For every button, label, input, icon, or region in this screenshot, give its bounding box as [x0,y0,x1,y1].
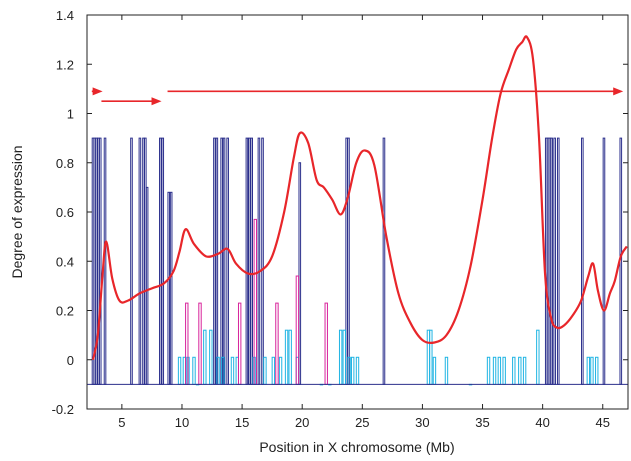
magenta-bar [237,302,242,385]
cyan-bar [512,356,516,385]
cyan-bar [288,329,292,385]
cyan-bar [338,329,343,385]
arrow-head [613,87,624,96]
arrow-head [151,97,162,106]
navy-bar [245,137,249,385]
x-tick-label: 40 [535,415,549,430]
curve-layer [91,35,628,360]
navy-bar [248,137,251,385]
arrow-head [92,87,103,96]
navy-bar [226,137,229,385]
cyan-bar [522,356,527,385]
navy-bar [169,191,173,385]
x-tick-label: 45 [596,415,610,430]
cyan-bar [278,356,283,385]
y-tick-label: 1 [67,107,74,122]
magenta-bar [275,302,279,385]
y-tick-label: 0.2 [56,304,74,319]
x-tick-label: 20 [295,415,309,430]
y-tick-label: -0.2 [52,402,74,417]
cyan-bar [502,356,506,385]
y-axis-title: Degree of expression [9,145,25,278]
cyan-bar [429,329,433,385]
y-tick-label: 0.4 [56,254,74,269]
navy-bar [213,137,216,385]
navy-bar [556,137,560,385]
y-tick-label: 0 [67,353,74,368]
cyan-bar [342,329,346,385]
cyan-bar [586,356,591,385]
cyan-bar [284,329,289,385]
y-tick-label: 1.2 [56,57,74,72]
cyan-bar [497,356,502,385]
magenta-bar [295,275,300,385]
navy-bar [261,137,264,385]
cyan-bar [590,356,594,385]
navy-bar [98,137,102,385]
cyan-bar [486,356,491,385]
navy-bar [220,137,223,385]
cyan-bar [350,356,355,385]
cyan-bar [203,329,207,385]
cyan-bar [355,356,360,385]
x-axis-title: Position in X chromosome (Mb) [259,439,454,455]
navy-bar [347,137,350,385]
x-tick-label: 25 [355,415,369,430]
cyan-bar [492,356,497,385]
bars-layer [87,137,628,386]
navy-bar [222,137,226,385]
navy-bar [215,137,219,385]
cyan-bar [263,356,267,385]
magenta-bar [324,302,328,385]
y-tick-label: 0.6 [56,205,74,220]
x-tick-label: 30 [415,415,429,430]
x-tick-label: 35 [475,415,489,430]
cyan-bar [518,356,522,385]
navy-bar [138,137,142,385]
y-tick-label: 1.4 [56,8,74,23]
navy-bar [257,137,261,385]
navy-bar [553,137,556,385]
cyan-bar [271,356,276,385]
navy-bar [161,137,165,385]
y-tick-label: 0.8 [56,156,74,171]
ticks-layer: 5 10 15 20 25 30 35 40 45 -0.2 0 0.2 0.4 0.6 0.8 1 1.2 1.… [52,8,628,430]
navy-bar [581,137,584,385]
x-tick-label: 10 [175,415,189,430]
cyan-bar [595,356,599,385]
navy-bar [167,191,171,385]
arrows-layer [91,87,624,106]
cyan-bar [177,356,182,385]
navy-bar [298,162,302,385]
navy-bar [250,137,253,385]
navy-bar [145,186,149,385]
navy-bar [382,137,386,385]
magenta-bar [198,302,202,385]
cyan-bar [432,356,437,385]
cyan-bar [192,356,196,385]
cyan-bar [444,356,449,385]
cyan-bar [230,356,235,385]
cyan-bar [536,329,540,385]
navy-bar [550,137,553,385]
navy-bar [130,137,133,385]
navy-bar [159,137,162,385]
expression-curve [91,35,628,360]
x-tick-label: 15 [235,415,249,430]
cyan-bar [209,329,213,385]
x-tick-label: 5 [118,415,125,430]
navy-bar [602,137,606,385]
